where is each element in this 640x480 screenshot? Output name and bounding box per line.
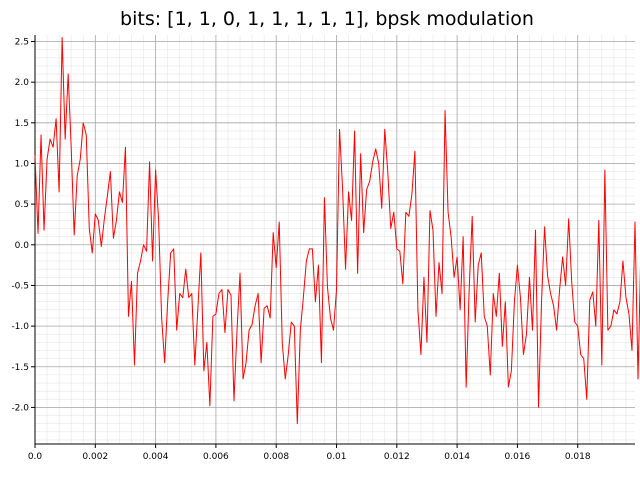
y-tick-label: 1.5: [15, 119, 29, 129]
y-tick-label: 2.5: [15, 38, 29, 48]
y-tick-label: -1.0: [11, 322, 29, 332]
x-tick-label: 0.016: [505, 452, 531, 462]
y-tick-label: -1.5: [11, 363, 29, 373]
x-tick-label: 0.002: [82, 452, 108, 462]
x-tick-label: 0.012: [384, 452, 410, 462]
y-tick-label: -2.0: [11, 403, 29, 413]
x-tick-label: 0.004: [143, 452, 169, 462]
y-tick-label: 1.0: [15, 159, 30, 169]
y-tick-label: 2.0: [15, 78, 30, 88]
chart-title: bits: [1, 1, 0, 1, 1, 1, 1, 1], bpsk mod…: [120, 8, 534, 30]
axes: [31, 35, 635, 448]
x-tick-label: 0.014: [444, 452, 470, 462]
x-tick-label: 0.018: [565, 452, 591, 462]
y-tick-label: 0.5: [15, 200, 29, 210]
series-layer: [34, 36, 640, 425]
x-tick-label: 0.0: [28, 452, 43, 462]
tick-labels: 0.0 0.002 0.004 0.006 0.008 0.01 0.012 0.014 0.0…: [11, 38, 590, 462]
x-tick-label: 0.006: [203, 452, 229, 462]
x-tick-label: 0.01: [326, 452, 346, 462]
y-tick-label: 0.0: [15, 241, 30, 251]
y-tick-label: -0.5: [11, 281, 29, 291]
x-tick-label: 0.008: [263, 452, 289, 462]
series-line-bpsk-signal: [34, 36, 640, 425]
